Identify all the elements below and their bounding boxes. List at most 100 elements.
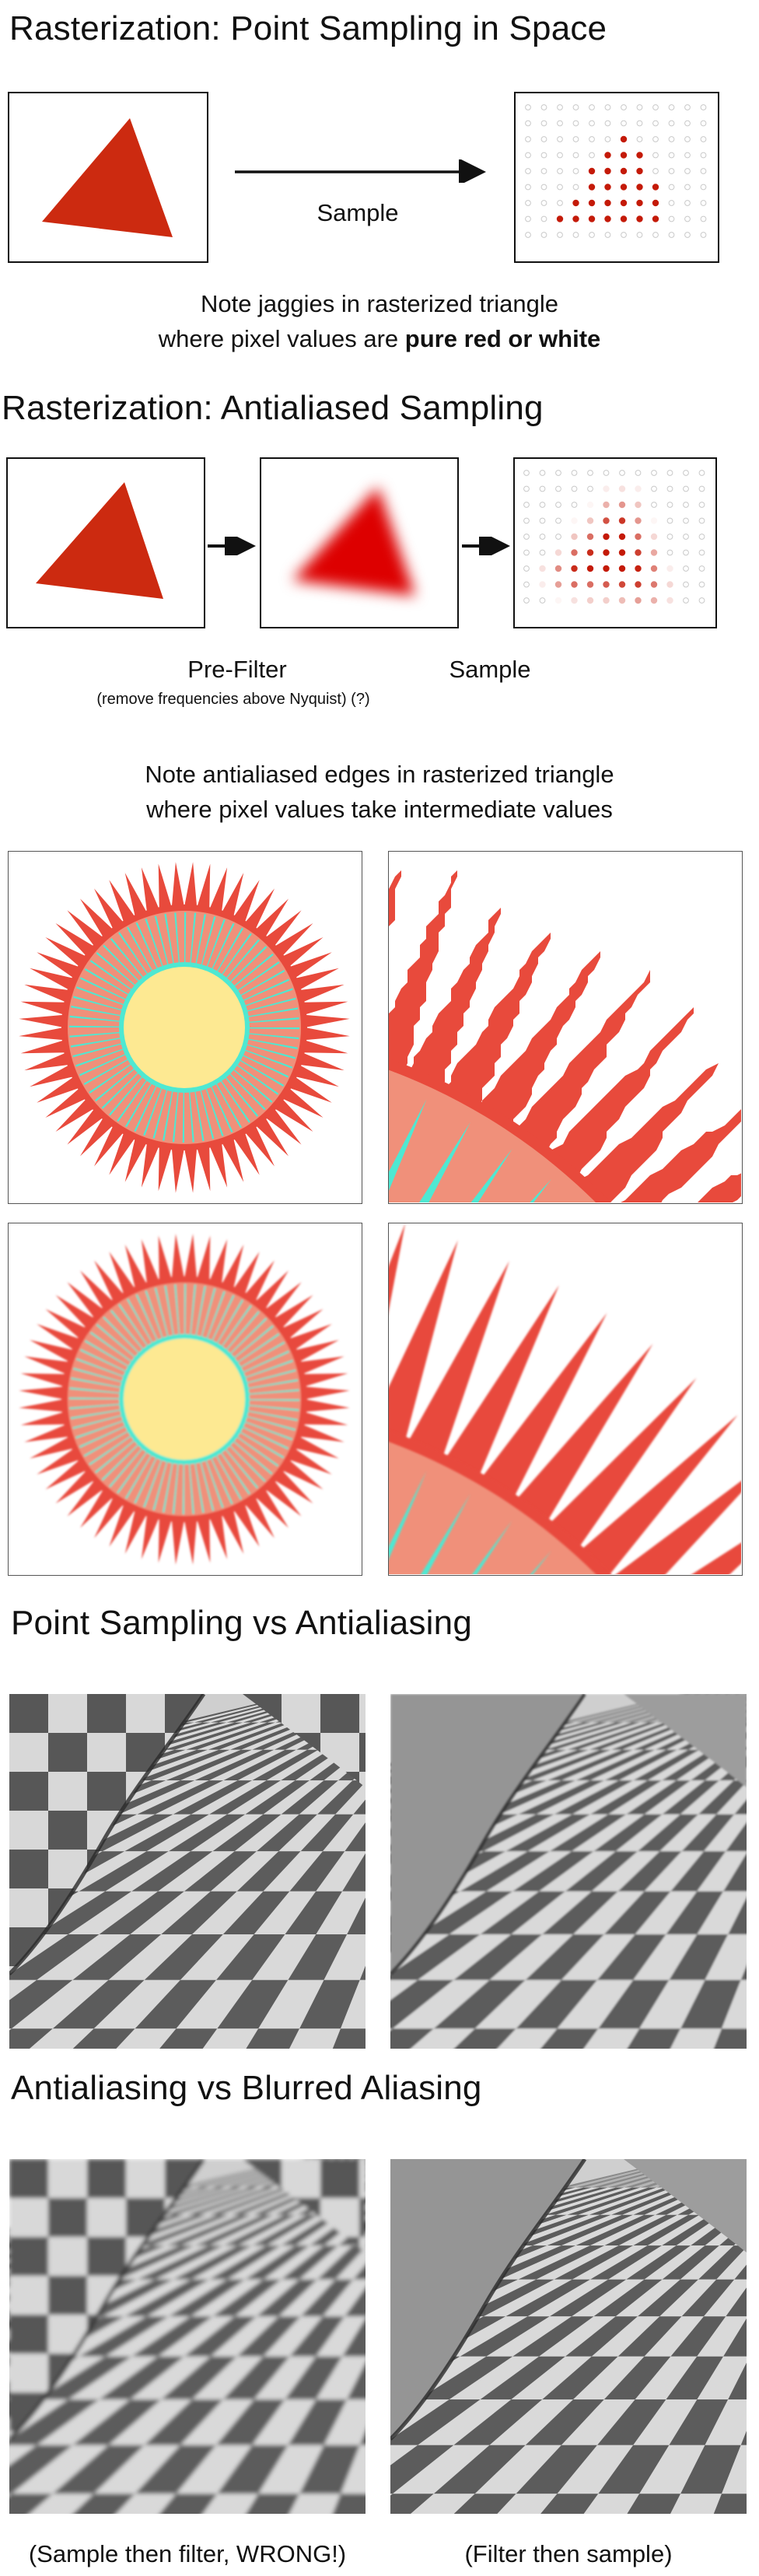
sunburst-ray (70, 1037, 127, 1048)
empty-sample (557, 232, 563, 238)
sunburst-ray (232, 1433, 279, 1467)
empty-sample (700, 136, 707, 142)
sunburst-ray (71, 1006, 127, 1017)
antialiased-caption-line1: Note antialiased edges in rasterized tri… (145, 761, 614, 788)
empty-sample (540, 200, 547, 206)
sample-dot (571, 597, 578, 604)
sample-dot (650, 581, 658, 588)
sunburst-ray (69, 1387, 126, 1395)
sample-dot (603, 581, 610, 588)
sunburst-ray (127, 1298, 156, 1349)
sunburst-ray (242, 1379, 299, 1390)
sample-dot (652, 199, 659, 207)
empty-sample (523, 565, 530, 572)
point-sampling-caption-line1: Note jaggies in rasterized triangle (200, 290, 559, 317)
sample-dot (571, 565, 578, 572)
sample-dot (586, 597, 594, 604)
sunburst-ray (182, 1087, 184, 1143)
antialiased-zoom-panel (388, 1223, 743, 1576)
empty-sample (666, 470, 673, 476)
sample-dot (618, 549, 626, 556)
sunburst-ray (135, 1293, 160, 1346)
sample-dot (650, 549, 658, 556)
sunburst-ray (241, 1369, 296, 1385)
sample-dot (635, 485, 642, 492)
empty-sample (700, 232, 707, 238)
sample-dot (586, 549, 594, 556)
zoom-spikes (389, 852, 741, 1202)
empty-sample (539, 549, 546, 556)
sunburst-ray (89, 1432, 136, 1465)
empty-sample (668, 120, 675, 127)
empty-sample (557, 184, 563, 191)
section-title-point-sampling: Rasterization: Point Sampling in Space (9, 9, 607, 47)
sample-dot (603, 533, 610, 541)
sample-arrow (235, 159, 486, 183)
antialiased-checker-panel (390, 1694, 747, 2049)
sunburst-ray (242, 1409, 298, 1421)
empty-sample (525, 200, 531, 206)
empty-sample (636, 136, 643, 142)
sunburst-ray (154, 915, 170, 971)
sunburst-ray (203, 1454, 224, 1508)
sunburst-core (124, 967, 245, 1088)
empty-sample (684, 120, 691, 127)
sunburst-ray (101, 1440, 143, 1481)
aliased-sunburst-panel (8, 851, 362, 1204)
sample-dot (618, 517, 626, 524)
empty-sample (698, 517, 705, 524)
sunburst-ray (172, 1086, 180, 1143)
sunburst-ray (209, 1294, 235, 1346)
blurred-aliasing-checkerboard (9, 2159, 366, 2514)
sunburst-ray (110, 938, 148, 982)
aliased-zoom-panel (388, 851, 743, 1204)
sunburst-ray (222, 1311, 260, 1355)
sunburst-ray (221, 1073, 259, 1117)
sunburst-ray (217, 1076, 250, 1123)
sunburst-ray (241, 997, 296, 1013)
empty-sample (540, 152, 547, 159)
empty-sample (700, 152, 707, 159)
empty-sample (589, 232, 595, 238)
sunburst-ray (143, 1454, 164, 1508)
empty-sample (557, 152, 563, 159)
sample-dot (650, 597, 658, 604)
sunburst-ray (174, 1284, 180, 1341)
sunburst-ray (152, 1456, 170, 1510)
sunburst-ray (75, 986, 129, 1007)
empty-sample (604, 232, 611, 238)
empty-sample (589, 120, 595, 127)
empty-sample (525, 152, 531, 159)
empty-sample (684, 152, 691, 159)
sample-then-filter-caption: (Sample then filter, WRONG!) (28, 2540, 347, 2567)
empty-sample (540, 168, 547, 174)
sunburst-ray (164, 913, 175, 970)
section-title-point-vs-antialiasing: Point Sampling vs Antialiasing (11, 1604, 472, 1642)
empty-sample (700, 104, 707, 110)
empty-sample (572, 168, 579, 174)
sunburst-ray (241, 1042, 296, 1059)
sample-dot (588, 184, 596, 191)
sample-dot (652, 215, 659, 222)
empty-sample (572, 232, 579, 238)
sunburst-ray (69, 1403, 126, 1409)
empty-sample (666, 502, 673, 508)
section-title-antialiasing-vs-blurred: Antialiasing vs Blurred Aliasing (11, 2069, 482, 2107)
antialiased-sunburst (19, 1234, 350, 1565)
empty-sample (652, 104, 659, 110)
empty-sample (589, 136, 595, 142)
empty-sample (540, 136, 547, 142)
empty-sample (684, 168, 691, 174)
sunburst-ray (199, 916, 216, 971)
sunburst-ray (69, 1031, 126, 1038)
sunburst-ray (229, 1325, 274, 1363)
sunburst-ray (83, 1428, 134, 1457)
sunburst-ray (218, 1304, 252, 1352)
empty-sample (668, 215, 675, 222)
distant-surface (243, 1694, 366, 1787)
empty-sample (572, 104, 579, 110)
pure-red-or-white-emphasis: pure red or white (404, 325, 601, 352)
empty-sample (523, 517, 530, 524)
sample-dot (604, 215, 611, 222)
sample-dot (650, 517, 658, 524)
